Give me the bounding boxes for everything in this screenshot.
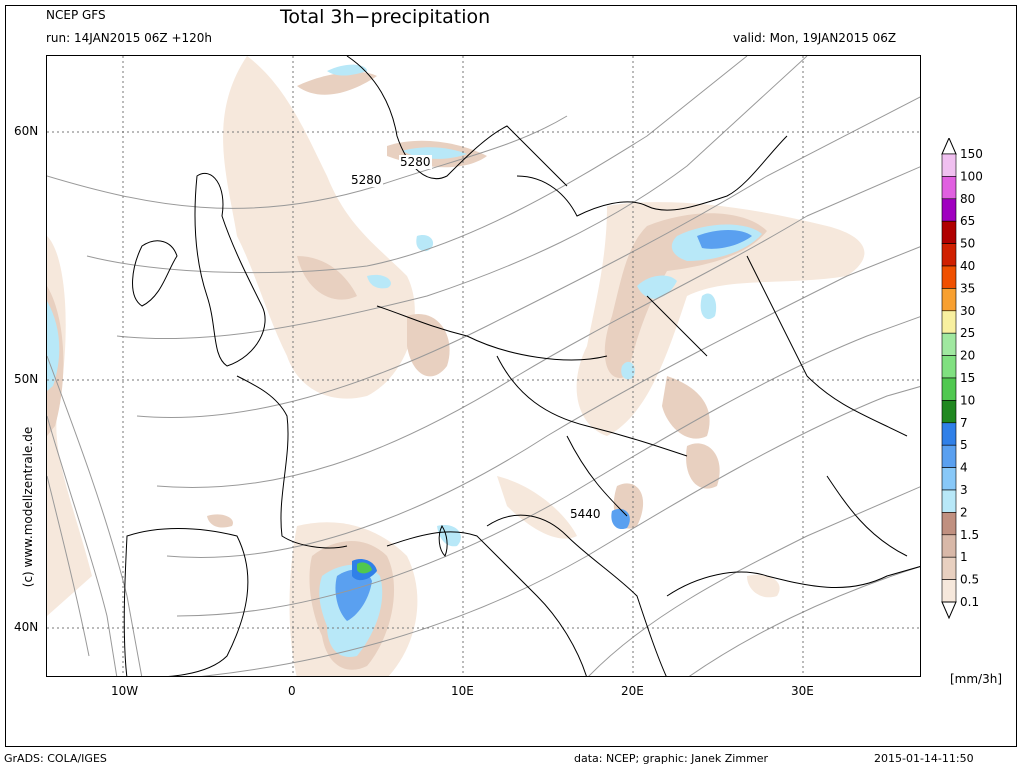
legend-level-label: 35 xyxy=(960,281,975,295)
legend-level-label: 25 xyxy=(960,326,975,340)
legend-swatch xyxy=(941,176,957,200)
legend-swatch xyxy=(941,220,957,244)
legend-level-label: 30 xyxy=(960,304,975,318)
legend-colorbar: 150 100 80 65 50 40 35 30 25 20 15 10 7 5 4 3 2 1.5 1 0.5 0.… xyxy=(941,136,983,620)
legend-swatch xyxy=(941,400,957,424)
legend-swatch xyxy=(941,332,957,356)
figure-frame xyxy=(5,5,1017,747)
legend-swatch xyxy=(941,355,957,379)
legend-swatch xyxy=(941,467,957,491)
legend-level-label: 50 xyxy=(960,237,975,251)
legend-level-label: 0.5 xyxy=(960,573,979,587)
legend-level-label: 1 xyxy=(960,550,968,564)
legend-level-label: 4 xyxy=(960,461,968,475)
legend-level-label: 40 xyxy=(960,259,975,273)
legend-swatch xyxy=(941,534,957,558)
legend-swatch xyxy=(941,310,957,334)
lat-label-60n: 60N xyxy=(14,124,39,138)
legend-swatch xyxy=(941,556,957,580)
legend-level-label: 15 xyxy=(960,371,975,385)
legend-swatch xyxy=(941,377,957,401)
footer-grads: GrADS: COLA/IGES xyxy=(4,752,107,765)
legend-level-label: 100 xyxy=(960,169,983,183)
coastlines xyxy=(123,56,920,676)
page-title: Total 3h−precipitation xyxy=(280,6,491,28)
legend-level-label: 150 xyxy=(960,147,983,161)
legend-level-label: 7 xyxy=(960,416,968,430)
footer-timestamp: 2015-01-14-11:50 xyxy=(874,752,974,765)
lon-label-10w: 10W xyxy=(111,684,139,698)
lat-label-50n: 50N xyxy=(14,372,39,386)
precip-shading xyxy=(47,56,865,676)
lon-label-20e: 20E xyxy=(621,684,644,698)
contour-label-5280-a: 5280 xyxy=(350,173,383,187)
geopotential-contours xyxy=(47,56,920,676)
legend-swatch xyxy=(941,422,957,446)
legend-level-label: 2 xyxy=(960,505,968,519)
watermark: (c) www.modellzentrale.de xyxy=(21,426,35,588)
legend-level-label: 5 xyxy=(960,438,968,452)
legend-swatch xyxy=(941,243,957,267)
legend-swatch xyxy=(941,288,957,312)
lon-label-30e: 30E xyxy=(791,684,814,698)
legend-swatch xyxy=(941,512,957,536)
legend-level-label: 80 xyxy=(960,192,975,206)
map-canvas xyxy=(47,56,920,676)
legend-swatch xyxy=(941,153,957,177)
legend-swatch xyxy=(941,198,957,222)
lon-label-0: 0 xyxy=(288,684,296,698)
legend-level-label: 10 xyxy=(960,393,975,407)
contour-label-5440: 5440 xyxy=(569,507,602,521)
legend-swatch xyxy=(941,489,957,513)
legend-bottom-arrow xyxy=(941,601,957,620)
legend-unit: [mm/3h] xyxy=(950,672,1003,686)
legend: 150 100 80 65 50 40 35 30 25 20 15 10 7 5 4 3 2 1.5 1 0.5 0.… xyxy=(940,136,1024,628)
model-label: NCEP GFS xyxy=(46,8,106,22)
legend-level-label: 3 xyxy=(960,483,968,497)
latlon-grid xyxy=(47,56,920,676)
legend-level-label: 0.1 xyxy=(960,595,979,609)
legend-level-label: 20 xyxy=(960,349,975,363)
footer-credits: data: NCEP; graphic: Janek Zimmer xyxy=(574,752,769,765)
lat-label-40n: 40N xyxy=(14,620,39,634)
lon-label-10e: 10E xyxy=(451,684,474,698)
legend-swatch xyxy=(941,265,957,289)
legend-top-arrow xyxy=(941,136,957,155)
precipitation-map: 5280 5280 5440 xyxy=(46,55,921,677)
run-label: run: 14JAN2015 06Z +120h xyxy=(46,31,213,45)
legend-swatch xyxy=(941,444,957,468)
valid-label: valid: Mon, 19JAN2015 06Z xyxy=(733,31,897,45)
contour-label-5280-b: 5280 xyxy=(399,155,432,169)
legend-swatch xyxy=(941,579,957,603)
legend-level-label: 1.5 xyxy=(960,528,979,542)
legend-level-label: 65 xyxy=(960,214,975,228)
